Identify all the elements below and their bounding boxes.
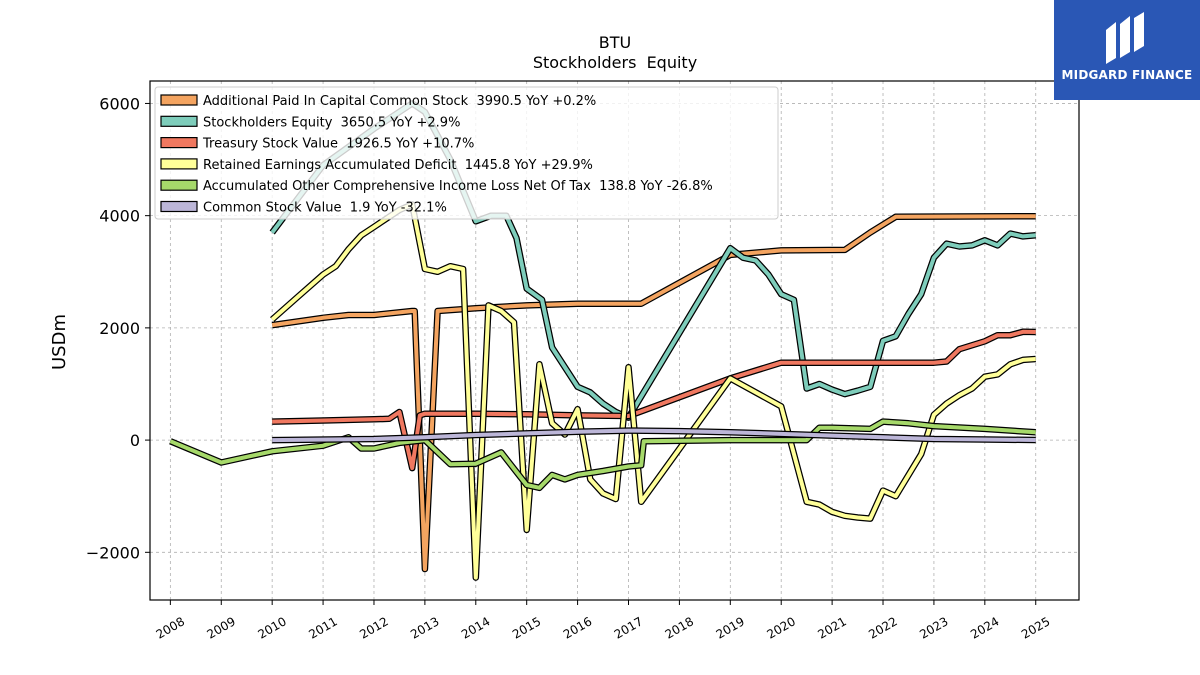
- midgard-finance-logo: MIDGARD FINANCE: [1054, 0, 1200, 100]
- legend-swatch: [160, 179, 198, 191]
- legend: Additional Paid In Capital Common Stock …: [154, 86, 779, 220]
- series-lines: [169, 100, 1036, 581]
- series-4-stroke: [270, 202, 1036, 580]
- x-tick-label: 2020: [764, 614, 797, 641]
- legend-swatch: [160, 94, 198, 106]
- series-3-stroke: [272, 329, 1036, 471]
- y-tick-label: 4000: [99, 207, 140, 226]
- y-tick-label: −2000: [86, 543, 140, 562]
- series-1-outline: [271, 212, 1036, 573]
- legend-label: Treasury Stock Value 1926.5 YoY +10.7%: [202, 137, 474, 152]
- legend-swatch: [160, 137, 198, 149]
- x-tick-label: 2017: [612, 614, 645, 641]
- legend-label: Accumulated Other Comprehensive Income L…: [203, 179, 713, 194]
- series-1-stroke: [271, 214, 1036, 572]
- legend-box: [154, 86, 779, 220]
- legend-label: Stockholders Equity 3650.5 YoY +2.9%: [203, 115, 460, 130]
- series-2-stroke: [270, 101, 1036, 420]
- x-tick-label: 2012: [357, 614, 390, 641]
- series-6-line: [272, 427, 1036, 444]
- y-tick-label: 0: [130, 431, 140, 450]
- x-tick-label: 2011: [306, 614, 339, 641]
- y-axis-label: USDm: [49, 314, 70, 370]
- legend-label: Common Stock Value 1.9 YoY -32.1%: [203, 201, 447, 216]
- chart-title: BTU: [599, 33, 631, 52]
- x-tick-label: 2024: [968, 614, 1001, 641]
- legend-label: Retained Earnings Accumulated Deficit 14…: [203, 158, 593, 173]
- legend-swatch: [160, 200, 198, 213]
- x-tick-label: 2022: [866, 614, 899, 641]
- x-tick-label: 2013: [408, 614, 441, 641]
- chart-subtitle: Stockholders Equity: [533, 53, 697, 72]
- series-5-line: [169, 418, 1036, 492]
- x-tick-label: 2019: [714, 614, 747, 641]
- x-tick-label: 2023: [917, 614, 950, 641]
- x-tick-label: 2010: [255, 614, 288, 641]
- brand-name: MIDGARD FINANCE: [1061, 68, 1193, 82]
- legend-swatch: [160, 115, 198, 127]
- x-tick-label: 2021: [815, 614, 848, 641]
- plot-frame: [149, 80, 1080, 601]
- series-4-outline: [270, 201, 1036, 581]
- x-tick-label: 2016: [561, 614, 594, 641]
- series-6-stroke: [272, 428, 1036, 443]
- series-5-stroke: [169, 419, 1036, 490]
- legend-label: Additional Paid In Capital Common Stock …: [203, 94, 596, 109]
- x-tick-label: 2015: [510, 614, 543, 641]
- x-tick-label: 2008: [154, 614, 187, 641]
- series-3-line: [272, 328, 1036, 472]
- series-2-line: [269, 100, 1036, 421]
- x-tick-label: 2018: [663, 614, 696, 641]
- series-4-line: [270, 201, 1036, 581]
- legend-swatch: [160, 158, 198, 170]
- y-tick-label: 2000: [99, 319, 140, 338]
- x-tick-label: 2014: [459, 614, 492, 641]
- series-1-line: [271, 212, 1036, 573]
- y-tick-label: 6000: [99, 94, 140, 113]
- x-tick-label: 2025: [1019, 614, 1052, 641]
- x-tick-label: 2009: [205, 614, 238, 641]
- midgard-logo-mark-icon: [1106, 12, 1144, 64]
